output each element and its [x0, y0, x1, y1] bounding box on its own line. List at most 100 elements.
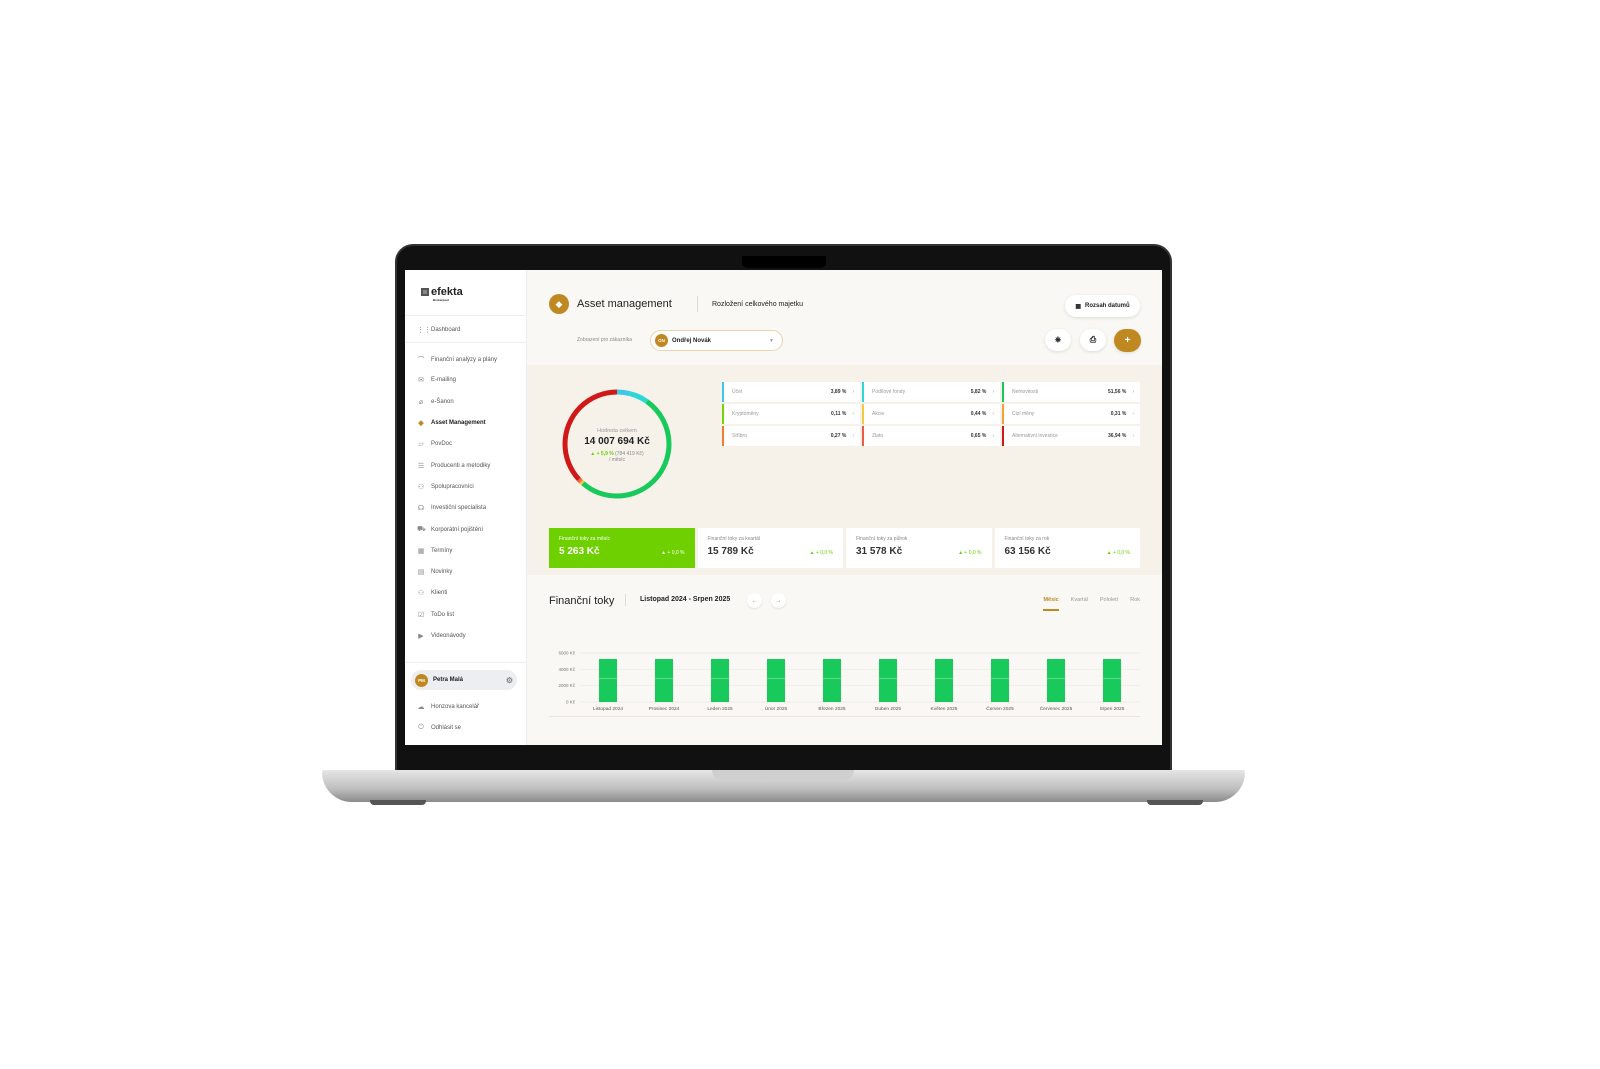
bar[interactable] [767, 659, 785, 702]
sidebar-item[interactable]: ⛟ Korporátní pojištění [417, 526, 484, 534]
chevron-right-icon: › [992, 389, 994, 395]
bar[interactable] [823, 659, 841, 702]
sidebar-item[interactable]: ▤ Novinky [417, 569, 453, 576]
sidebar-item[interactable]: ☑ ToDo list [417, 611, 455, 619]
grid-icon: ⋮⋮ [417, 327, 431, 334]
avatar: PM [415, 673, 428, 687]
y-tick-label: 6000 Kč [558, 651, 575, 656]
flow-cards: Finanční toky za měsíc 5 263 Kč ▲ + 0,0 % F… [549, 528, 1140, 568]
flows-section: Finanční toky Listopad 2024 - Srpen 2025… [527, 575, 1162, 745]
donut-center: Hodnota celkem 14 007 694 Kč ▲ + 5,9 % (… [557, 428, 677, 463]
date-range-button[interactable]: ▦ Rozsah datumů [1065, 295, 1140, 317]
bar[interactable] [991, 659, 1009, 702]
asset-row[interactable]: Zlato 0,65 % › [862, 426, 1000, 446]
divider [405, 662, 527, 663]
x-tick-label: Listopad 2024 [593, 706, 623, 712]
chart-icon: ⌒ [417, 357, 425, 364]
bar[interactable] [1103, 659, 1121, 702]
total-value: 14 007 694 Kč [584, 436, 650, 447]
divider [549, 716, 1140, 717]
asset-row[interactable]: Stříbro 0,27 % › [722, 426, 860, 446]
add-button[interactable]: + [1114, 329, 1141, 352]
chevron-right-icon: › [992, 433, 994, 439]
app-screen: efekta Brokerpool ⋮⋮ Dashboard ⌒ Finanční an… [405, 270, 1162, 745]
x-tick-label: Červen 2025 [986, 705, 1014, 712]
asset-row[interactable]: Cizí měny 0,31 % › [1002, 404, 1140, 424]
sidebar-bottom-item[interactable]: ☁ Honzova kancelář [417, 704, 480, 711]
sidebar-item[interactable]: ⚇ Klienti [417, 590, 448, 598]
bar[interactable] [879, 659, 897, 702]
prev-arrow-icon[interactable]: ← [747, 593, 762, 608]
chevron-right-icon: › [852, 411, 854, 417]
bar[interactable] [599, 659, 617, 702]
print-button[interactable]: ⎙ [1080, 329, 1106, 351]
asset-row[interactable]: Podílové fondy 5,82 % › [862, 382, 1000, 402]
flow-card[interactable]: Finanční toky za měsíc 5 263 Kč ▲ + 0,0 % [549, 528, 695, 568]
tab-1[interactable]: Kvartál [1070, 597, 1088, 603]
asset-row[interactable]: Alternativní investice 36,94 % › [1002, 426, 1140, 446]
sidebar-item[interactable]: ⌒ Finanční analýzy a plány [417, 357, 498, 364]
checkbox-icon: ☑ [417, 611, 425, 619]
flow-card[interactable]: Finanční toky za rok 63 156 Kč ▲ + 0,0 % [994, 528, 1140, 568]
user-profile[interactable]: PM Petra Malá ⚙ [411, 670, 517, 690]
cloud-icon: ☁ [417, 704, 425, 711]
news-icon: ▤ [417, 569, 425, 576]
bar[interactable] [1047, 659, 1065, 702]
sidebar-item[interactable]: ◆ Asset Management [418, 419, 486, 427]
x-tick-label: Leden 2025 [707, 706, 733, 712]
customer-label: Zobrazení pro zákazníka [577, 337, 633, 343]
sidebar-item[interactable]: ⋮⋮ Dashboard [417, 327, 461, 334]
sidebar-item[interactable]: ☰ Producenti a metodiky [417, 462, 491, 470]
laptop-foot [370, 800, 426, 805]
chevron-right-icon: › [1132, 389, 1134, 395]
flow-card[interactable]: Finanční toky za půlrok 31 578 Kč ▲ + 0,0 … [846, 528, 992, 568]
x-tick-label: Květen 2025 [931, 706, 958, 712]
asset-row[interactable]: Kryptoměny 0,11 % › [722, 404, 860, 424]
x-tick-label: Srpen 2025 [1100, 706, 1125, 712]
flow-card[interactable]: Finanční toky za kvartál 15 789 Kč ▲ + 0,0… [697, 528, 843, 568]
bar[interactable] [655, 659, 673, 702]
donut-segment[interactable] [562, 389, 672, 499]
sidebar-item[interactable]: ⚇ Spolupracovníci [417, 483, 474, 491]
asset-row[interactable]: Akcie 0,44 % › [862, 404, 1000, 424]
sidebar-item[interactable]: ▦ Termíny [417, 547, 453, 555]
share-button[interactable]: ⎈ [1045, 329, 1071, 351]
main-content: ◆ Asset management Rozložení celkového m… [527, 270, 1162, 745]
sidebar: efekta Brokerpool ⋮⋮ Dashboard ⌒ Finanční an… [405, 270, 527, 745]
sidebar-item[interactable]: ☊ Investiční specialista [417, 505, 487, 513]
asset-row[interactable]: Nemovitosti 51,56 % › [1002, 382, 1140, 402]
period-tabs: Měsíc Kvartál Pololetí Rok [1043, 597, 1140, 611]
gear-icon[interactable]: ⚙ [505, 675, 513, 685]
x-tick-label: Červenec 2025 [1040, 705, 1073, 712]
tab-2[interactable]: Pololetí [1099, 597, 1119, 603]
chevron-right-icon: › [1132, 433, 1134, 439]
asset-row[interactable]: Účet 3,89 % › [722, 382, 860, 402]
tab-0[interactable]: Měsíc [1043, 597, 1059, 611]
sidebar-item[interactable]: ▱ PovDoc [418, 441, 453, 449]
share-icon: ⎈ [1054, 335, 1062, 344]
laptop-lip [712, 770, 854, 780]
x-tick-label: Únor 2025 [765, 705, 788, 712]
logo[interactable]: efekta Brokerpool [421, 286, 463, 302]
diamond-icon: ◆ [549, 294, 569, 314]
y-tick-label: 0 Kč [566, 700, 576, 705]
customer-select[interactable]: ON Ondřej Novák ▼ [650, 330, 783, 351]
chevron-down-icon: ▼ [769, 337, 774, 344]
video-icon: ▶ [418, 632, 424, 640]
sidebar-bottom-item[interactable]: ⏻ Odhlásit se [418, 724, 462, 731]
bar[interactable] [711, 659, 729, 702]
users-icon: ⚇ [417, 483, 425, 491]
sidebar-item[interactable]: ✉ E-mailing [418, 377, 457, 385]
sidebar-item[interactable]: ▶ Videonávody [418, 632, 466, 640]
car-icon: ⛟ [417, 526, 426, 534]
tab-3[interactable]: Rok [1130, 597, 1140, 603]
clients-icon: ⚇ [417, 590, 425, 598]
next-arrow-icon[interactable]: → [771, 593, 786, 608]
x-tick-label: Prosinec 2024 [649, 706, 680, 712]
donut-segment[interactable] [562, 389, 672, 499]
bar[interactable] [935, 659, 953, 702]
sidebar-item[interactable]: ⌀ e-Šanon [418, 398, 454, 406]
headset-icon: ☊ [417, 505, 425, 513]
y-tick-label: 4000 Kč [558, 667, 575, 672]
section-title: Finanční toky [549, 595, 615, 607]
